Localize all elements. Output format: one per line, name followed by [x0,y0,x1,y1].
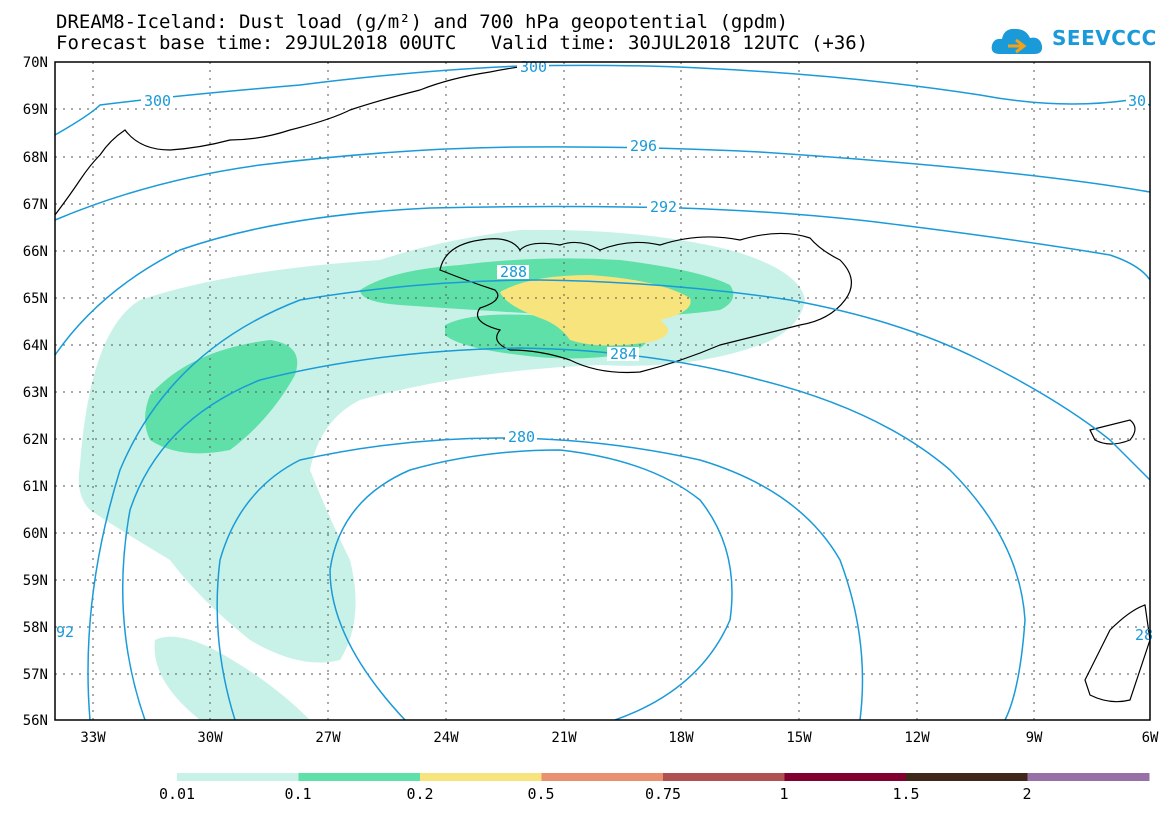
map-title: DREAM8-Iceland: Dust load (g/m²) and 700… [56,11,789,33]
colorbar-swatch [663,773,785,781]
contour-284 [122,347,1026,721]
colorbar-swatch [906,773,1028,781]
lat-label: 60N [23,526,48,542]
colorbar-label: 0.5 [527,785,555,803]
contour-292 [54,205,1151,356]
colorbar-swatch [420,773,542,781]
dust-area-0.1-west [145,340,298,454]
contour-label-292: 292 [650,198,677,216]
colorbar-label: 0.2 [406,785,434,803]
contour-label-288: 288 [500,263,527,281]
contour-label-300-top: 300 [520,58,547,76]
lat-label: 62N [23,432,48,448]
dust-area-0.2-core [500,275,691,346]
colorbar-label: 1 [779,785,789,803]
greenland-coastline [54,63,546,216]
contour-296 [54,146,1151,221]
lon-label: 15W [786,730,812,746]
lat-label: 70N [23,55,48,71]
contour-label-284: 284 [610,345,637,363]
lat-label: 65N [23,291,48,307]
contour-label-30-right: 30 [1128,92,1146,110]
contour-288 [87,279,1151,721]
lon-label: 6W [1142,730,1159,746]
lat-label: 63N [23,385,48,401]
lat-label: 69N [23,102,48,118]
lat-label: 58N [23,620,48,636]
lat-label: 57N [23,667,48,683]
map-frame [54,61,1151,721]
cloud-logo-icon [991,28,1043,54]
lon-label: 30W [197,730,223,746]
contour-label-300-left: 300 [144,92,171,110]
lat-axis: 70N 69N 68N 67N 66N 65N 64N 63N 62N 61N … [23,55,48,729]
colorbar-swatch [784,773,907,781]
contour-label-28-right: 28 [1135,626,1153,644]
geopotential-contours [54,64,1151,721]
faroe-coastline [1089,419,1136,445]
lon-label: 12W [904,730,930,746]
colorbar-label: 0.01 [158,785,196,803]
lat-label: 59N [23,573,48,589]
colorbar-label: 1.5 [892,785,920,803]
iceland-coastline [439,232,852,374]
colorbar-swatch [298,773,421,781]
contour-label-296: 296 [630,137,657,155]
lon-label: 24W [433,730,459,746]
dust-area-0.01-south [154,636,310,720]
scotland-coastline [1084,604,1151,703]
lat-label: 66N [23,244,48,260]
colorbar-swatch [541,773,664,781]
contour-labels: 300 300 30 296 292 288 284 280 92 28 [56,58,1153,644]
contour-280 [216,437,864,721]
contour-300 [54,64,1151,136]
contour-label-280: 280 [508,428,535,446]
lon-label: 18W [668,730,694,746]
contour-label-92-left: 92 [56,623,74,641]
colorbar-label: 0.75 [644,785,682,803]
lon-label: 21W [551,730,577,746]
lon-axis: 33W 30W 27W 24W 21W 18W 15W 12W 9W 6W [80,730,1159,746]
lat-label: 61N [23,479,48,495]
lon-label: 9W [1026,730,1043,746]
contour-276 [329,449,733,721]
colorbar-label: 2 [1022,785,1032,803]
lat-label: 64N [23,338,48,354]
logo-text: SEEVCCC [1052,26,1157,50]
grid-lines [55,62,1150,720]
lon-label: 33W [80,730,106,746]
colorbar-swatch [1027,773,1150,781]
colorbar-label: 0.1 [284,785,312,803]
lon-label: 27W [315,730,341,746]
lat-label: 68N [23,150,48,166]
lat-label: 67N [23,197,48,213]
lat-label: 56N [23,713,48,729]
map-subtitle: Forecast base time: 29JUL2018 00UTC Vali… [56,32,869,54]
colorbar [177,773,1150,781]
colorbar-swatch [177,773,299,781]
dust-shading [78,229,805,720]
